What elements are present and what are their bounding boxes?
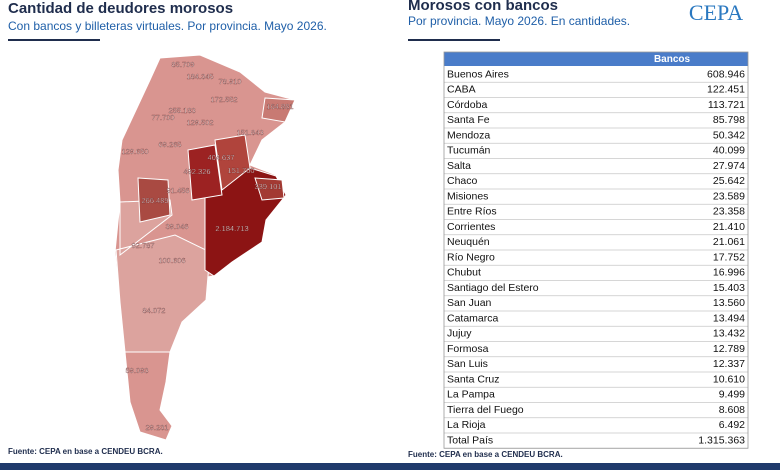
footer-bar [0,463,780,470]
row-name: Santiago del Estero [447,282,539,294]
row-value: 21.061 [713,236,745,248]
row-name: Tucumán [447,145,491,157]
table-header: Bancos [654,54,691,65]
map-label: 84.072 [143,306,166,315]
map-label: 404.637 [207,153,234,162]
row-value: 6.492 [719,419,745,431]
row-name: Santa Fe [447,114,490,126]
santa-fe-region [214,134,251,191]
row-value: 122.451 [707,84,745,96]
row-value: 8.608 [719,404,745,416]
right-subtitle: Por provincia. Mayo 2026. En cantidades. [408,14,630,28]
row-value: 40.099 [713,145,745,157]
row-name: La Rioja [447,419,486,431]
row-value: 13.494 [713,312,745,324]
map-label: 2.184.713 [215,224,248,233]
row-name: Buenos Aires [447,68,509,80]
row-value: 13.560 [713,297,745,309]
row-value: 85.798 [713,114,745,126]
misiones-region [261,97,296,123]
right-source: Fuente: CEPA en base a CENDEU BCRA. [408,450,563,459]
map-label: 151.700 [227,166,254,175]
row-name: Neuquén [447,236,490,248]
row-name: Mendoza [447,129,490,141]
row-name: Misiones [447,190,488,202]
row-name: CABA [447,84,476,96]
map-label: 78.910 [219,77,242,86]
cordoba-region [187,144,223,201]
row-value: 23.358 [713,206,745,218]
map-label: 492.326 [183,167,210,176]
row-name: Salta [447,160,471,172]
map-label: 172.552 [210,95,237,104]
table-header-bg [444,52,748,66]
left-source: Fuente: CEPA en base a CENDEU BCRA. [8,447,163,456]
row-name: San Luis [447,358,488,370]
row-value: 9.499 [719,389,745,401]
map-label: 339.101 [254,182,281,191]
map-label: 59.093 [126,366,149,375]
row-name: Catamarca [447,312,499,324]
map-label: 164.881 [266,102,293,111]
row-value: 12.337 [713,358,745,370]
row-value: 17.752 [713,251,745,263]
map-label: 39.046 [166,222,189,231]
entre-rios-region [254,177,285,201]
map-label: 266.489 [141,196,168,205]
row-value: 608.946 [707,68,745,80]
map-label: 77.700 [152,113,175,122]
row-name: San Juan [447,297,492,309]
map [114,54,296,441]
row-name: Corrientes [447,221,495,233]
row-value: 13.432 [713,328,745,340]
row-value: 50.342 [713,129,745,141]
table: Bancos Buenos Aires 608.946 CABA 122.451 Córd… [443,51,749,449]
row-name: Chaco [447,175,478,187]
map-label: 91.456 [167,186,190,195]
map-label: 129.650 [121,147,148,156]
map-label: 100.606 [158,256,185,265]
logo: CEPA [689,0,743,25]
row-name: Jujuy [447,328,472,340]
map-label: 92.787 [132,241,155,250]
left-title: Cantidad de deudores morosos [8,0,233,17]
row-value: 23.589 [713,190,745,202]
row-name: Córdoba [447,99,487,111]
left-subtitle: Con bancos y billeteras virtuales. Por p… [8,19,327,33]
row-name: Chubut [447,267,481,279]
row-name: Formosa [447,343,489,355]
map-labels: 85.709 184.345 78.910 172.552 164.881 255.183… [121,60,293,432]
map-label: 29.231 [146,423,169,432]
row-name: Total País [447,434,493,446]
row-name: La Pampa [447,389,495,401]
table-border [443,51,749,449]
row-value: 10.610 [713,373,745,385]
row-name: Santa Cruz [447,373,500,385]
row-value: 25.642 [713,175,745,187]
map-label: 69.265 [159,140,182,149]
row-name: Tierra del Fuego [447,404,524,416]
row-name: Entre Ríos [447,206,497,218]
row-name: Río Negro [447,251,495,263]
row-value: 12.789 [713,343,745,355]
row-value: 27.974 [713,160,745,172]
map-label: 85.709 [172,60,195,69]
map-label: 151.843 [236,128,263,137]
mendoza-region [137,177,171,223]
map-label: 255.183 [168,106,195,115]
row-value: 16.996 [713,267,745,279]
row-value: 113.721 [708,99,745,111]
row-value: 21.410 [713,221,745,233]
right-title: Morosos con bancos [408,0,558,14]
map-label: 129.502 [186,118,213,127]
map-label: 184.345 [186,72,213,81]
row-value: 15.403 [713,282,745,294]
row-value: 1.315.363 [698,434,745,446]
